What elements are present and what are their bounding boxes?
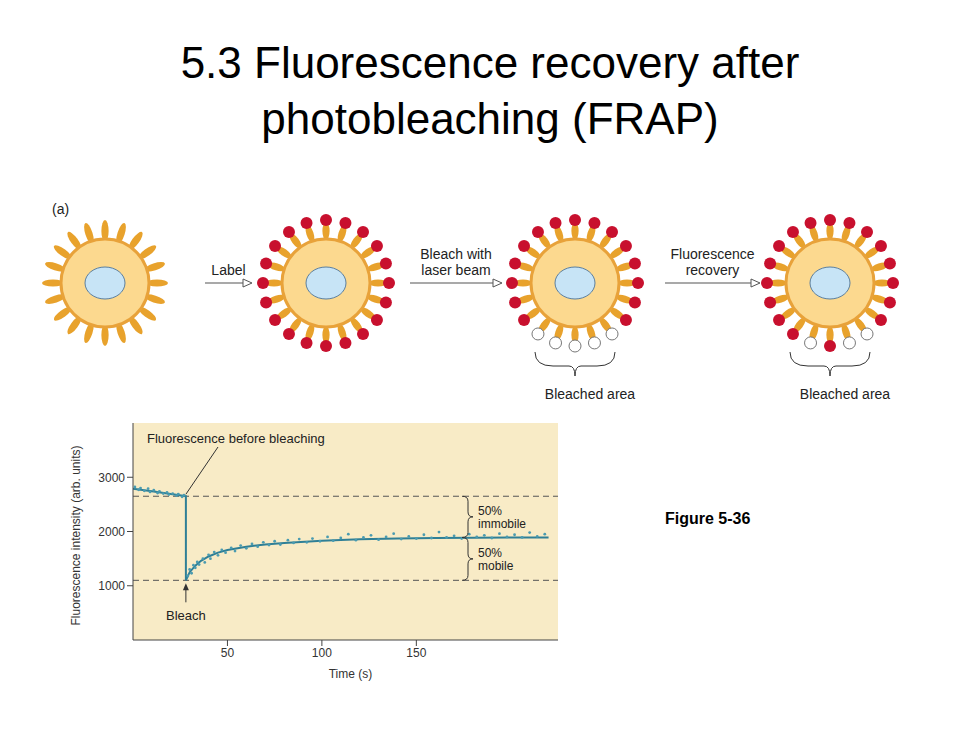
svg-text:100: 100 [312,646,332,660]
svg-text:Fluorescence before bleaching: Fluorescence before bleaching [147,431,325,446]
svg-text:Bleached area: Bleached area [800,386,891,402]
svg-text:5.3 Fluorescence recovery afte: 5.3 Fluorescence recovery after [181,38,800,87]
svg-text:Fluorescence: Fluorescence [670,246,754,262]
svg-text:Figure 5-36: Figure 5-36 [665,510,750,527]
svg-text:Fluorescence intensity (arb. u: Fluorescence intensity (arb. units) [69,445,83,625]
svg-text:Bleached area: Bleached area [545,386,636,402]
svg-text:Bleach: Bleach [166,608,206,623]
svg-text:2000: 2000 [98,525,125,539]
svg-text:3000: 3000 [98,471,125,485]
svg-text:50%: 50% [478,546,502,560]
svg-text:laser beam: laser beam [421,262,490,278]
svg-text:Bleach with: Bleach with [420,246,492,262]
svg-text:150: 150 [406,646,426,660]
svg-text:1000: 1000 [98,579,125,593]
svg-text:photobleaching (FRAP): photobleaching (FRAP) [261,94,718,143]
svg-text:50: 50 [221,646,235,660]
svg-text:mobile: mobile [478,559,514,573]
svg-text:Time (s): Time (s) [329,667,373,681]
svg-text:immobile: immobile [478,517,526,531]
svg-text:recovery: recovery [686,262,740,278]
svg-text:(a): (a) [52,201,69,217]
svg-text:50%: 50% [478,504,502,518]
svg-text:Label: Label [211,262,245,278]
